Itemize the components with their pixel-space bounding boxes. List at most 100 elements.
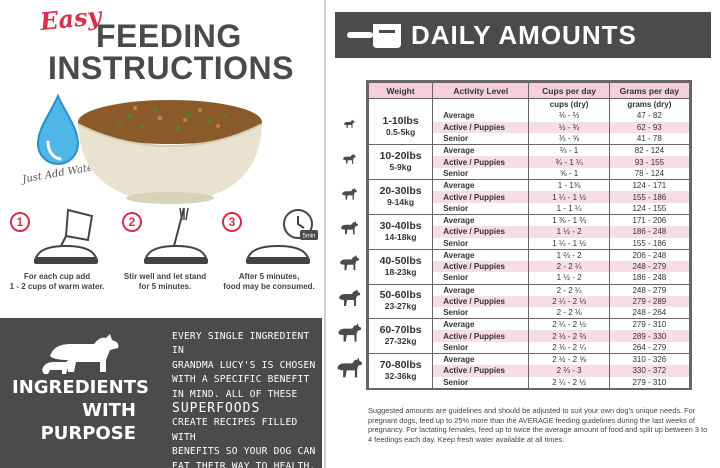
grams-cell: 186 - 248 — [608, 272, 691, 285]
weight-lbs: 40-50lbs — [379, 254, 422, 267]
activity-level-cell: Senior — [432, 307, 530, 320]
table-row: 50-60lbs 23-27kg Average 2 - 2 ¼ 248 - 279 — [367, 284, 691, 320]
cups-cell: 2 - 2 ¼ — [528, 260, 610, 273]
table-row: 70-80lbs 32-36kg Average 2 ½ - 2 ⅝ 310 - 326 — [367, 353, 691, 389]
weight-cell: 30-40lbs 14-18kg — [367, 214, 434, 250]
weight-cell: 1-10lbs 0.5-5kg — [367, 110, 434, 146]
activity-level-cell: Active / Puppies — [432, 330, 530, 342]
cups-cell: 1 ¼ - 1 ½ — [528, 191, 610, 203]
step-2-caption: Stir well and let stand for 5 minutes. — [123, 272, 207, 291]
cups-cell: ⅔ - 1 — [528, 144, 610, 157]
weight-lbs: 10-20lbs — [379, 150, 422, 163]
grams-cell: 279 - 289 — [608, 295, 691, 308]
dog-icon — [341, 221, 358, 235]
activity-level-cell: Senior — [432, 202, 530, 215]
step-1-caption: For each cup add 1 - 2 cups of warm water… — [9, 272, 105, 291]
table-row: Active / Puppies 1 ¼ - 1 ½ 155 - 186 — [369, 191, 691, 203]
cups-cell: 1 - 1 ¼ — [528, 202, 610, 215]
grams-cell: 82 - 124 — [608, 144, 691, 157]
grams-cell: 41 - 78 — [608, 133, 691, 146]
header-weight: Weight — [367, 82, 434, 99]
table-row: 1-10lbs 0.5-5kg Average ⅛ - ⅔ 47 - 82 — [367, 110, 691, 146]
table-row: 20-30lbs 9-14kg Average 1 - 1⅜ 124 - 171 — [367, 179, 691, 215]
food-bowl-image — [60, 80, 270, 210]
grams-cell: 124 - 155 — [608, 202, 691, 215]
table-row: Senior 1 ¼ - 1 ½ 155 - 186 — [369, 237, 691, 250]
grams-cell: 330 - 372 — [608, 365, 691, 377]
weight-kg: 32-36kg — [384, 370, 417, 381]
table-row: Active / Puppies ½ - ¾ 62 - 93 — [369, 121, 691, 134]
cups-cell: 2 ¼ - 2 ⅓ — [528, 295, 610, 308]
grams-cell: 124 - 171 — [608, 179, 691, 192]
weight-lbs: 20-30lbs — [379, 185, 422, 198]
daily-amounts-header: DAILY AMOUNTS — [335, 12, 711, 58]
activity-level-cell: Average — [432, 284, 530, 296]
step-3-number: 3 — [222, 212, 242, 232]
feeding-instructions-panel: Easy FEEDING INSTRUCTIONS Just Add Water — [0, 0, 322, 468]
cups-cell: ½ - ¾ — [528, 121, 610, 134]
table-row: Active / Puppies 2 ¼ - 2 ⅓ 279 - 289 — [369, 295, 691, 308]
grams-cell: 279 - 310 — [608, 318, 691, 331]
weight-lbs: 1-10lbs — [382, 115, 419, 128]
units-cups: cups (dry) — [528, 98, 610, 111]
timer-bowl-icon: 5min — [246, 209, 318, 264]
grams-cell: 248 - 279 — [608, 284, 691, 296]
title-instructions: INSTRUCTIONS — [48, 50, 294, 86]
dog-icon — [338, 323, 362, 342]
activity-level-cell: Average — [432, 249, 530, 261]
dog-icon — [339, 289, 361, 306]
activity-level-cell: Active / Puppies — [432, 156, 530, 169]
cups-cell: 1 ⅔ - 2 — [528, 249, 610, 261]
activity-level-cell: Average — [432, 144, 530, 157]
weight-lbs: 50-60lbs — [379, 289, 422, 302]
grams-cell: 155 - 186 — [608, 237, 691, 250]
activity-level-cell: Senior — [432, 376, 530, 389]
easy-script-label: Easy — [38, 0, 103, 37]
activity-level-cell: Active / Puppies — [432, 295, 530, 308]
cups-cell: 1 ½ - 2 — [528, 272, 610, 285]
cups-cell: 2 - 2 ⅛ — [528, 307, 610, 320]
grams-cell: 62 - 93 — [608, 121, 691, 134]
water-drop-icon — [28, 92, 88, 172]
cups-cell: 1 - 1⅜ — [528, 179, 610, 192]
weight-cell: 40-50lbs 18-23kg — [367, 249, 434, 285]
dog-icon — [342, 187, 357, 200]
grams-cell: 93 - 155 — [608, 156, 691, 169]
table-row: Senior ⅝ - 1 78 - 124 — [369, 168, 691, 181]
grams-cell: 248 - 264 — [608, 307, 691, 320]
feeding-steps: 1 For each cup add 1 - 2 cups of warm wat… — [0, 206, 322, 316]
weight-lbs: 60-70lbs — [379, 324, 422, 337]
activity-level-cell: Senior — [432, 133, 530, 146]
cups-cell: 1 ⅜ - 1 ⅔ — [528, 214, 610, 227]
weight-kg: 27-32kg — [384, 336, 417, 347]
header-cups: Cups per day — [528, 82, 610, 99]
dog-silhouettes-icon — [42, 334, 119, 374]
units-grams: grams (dry) — [608, 98, 691, 111]
header-activity: Activity Level — [432, 82, 530, 99]
grams-cell: 310 - 326 — [608, 353, 691, 366]
activity-level-cell: Average — [432, 318, 530, 331]
cups-cell: ⅝ - 1 — [528, 168, 610, 181]
table-row: 30-40lbs 14-18kg Average 1 ⅜ - 1 ⅔ 171 - 206 — [367, 214, 691, 250]
weight-kg: 23-27kg — [384, 301, 417, 312]
weight-cell: 20-30lbs 9-14kg — [367, 179, 434, 215]
activity-level-cell: Senior — [432, 272, 530, 285]
weight-lbs: 70-80lbs — [379, 358, 422, 371]
activity-level-cell: Senior — [432, 168, 530, 181]
cups-cell: 2 ⅓ - 2 ⅔ — [528, 330, 610, 342]
weight-cell: 10-20lbs 5-9kg — [367, 144, 434, 181]
cups-cell: 2 ½ - 2 ⅝ — [528, 353, 610, 366]
ingredients-title: INGREDIENTS WITH PURPOSE — [12, 377, 149, 444]
cups-cell: 2 ⅔ - 3 — [528, 365, 610, 377]
cups-cell: 2 ¼ - 2 ½ — [528, 318, 610, 331]
grams-cell: 47 - 82 — [608, 110, 691, 122]
activity-level-cell: Senior — [432, 237, 530, 250]
dog-icon — [343, 153, 356, 164]
cups-cell: 1 ¼ - 1 ½ — [528, 237, 610, 250]
activity-level-cell: Average — [432, 110, 530, 122]
table-row: Active / Puppies ¾ - 1 ¼ 93 - 155 — [369, 156, 691, 169]
activity-level-cell: Average — [432, 214, 530, 227]
dog-size-icons — [336, 112, 364, 392]
activity-level-cell: Average — [432, 179, 530, 192]
table-row: Senior ⅓ - ⅝ 41 - 78 — [369, 133, 691, 146]
